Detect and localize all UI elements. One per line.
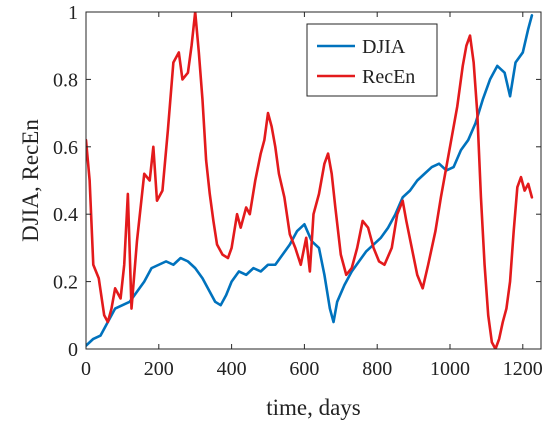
x-tick-label: 200 <box>144 358 174 380</box>
legend-label-djia: DJIA <box>362 36 406 58</box>
legend-label-recen: RecEn <box>362 66 415 88</box>
y-tick-label: 0.8 <box>53 69 78 91</box>
labels-layer: time, days DJIA, RecEn <box>18 119 361 420</box>
x-tick-label: 400 <box>217 358 247 380</box>
y-tick-label: 1 <box>68 2 78 24</box>
x-tick-label: 1000 <box>430 358 470 380</box>
x-tick-label: 800 <box>362 358 392 380</box>
y-tick-label: 0.4 <box>53 204 78 226</box>
y-tick-label: 0 <box>68 339 78 361</box>
y-tick-label: 0.2 <box>53 272 78 294</box>
legend-box <box>306 23 438 97</box>
x-tick-label: 0 <box>81 358 91 380</box>
axes-layer <box>85 11 542 350</box>
x-tick-label: 1200 <box>503 358 543 380</box>
series-line-djia <box>86 14 534 347</box>
x-tick-label: 600 <box>289 358 319 380</box>
legend: DJIA RecEn <box>306 23 438 97</box>
y-tick-label: 0.6 <box>53 137 78 159</box>
axes-box <box>85 11 542 350</box>
series-line-recen <box>86 12 534 349</box>
y-axis-label: DJIA, RecEn <box>18 119 43 242</box>
ticks-layer: 0 200 400 600 800 1000 1200 0 0.2 0.4 0.6 0.8 1 <box>53 2 543 380</box>
series-layer <box>86 12 534 349</box>
x-axis-label: time, days <box>266 395 361 420</box>
